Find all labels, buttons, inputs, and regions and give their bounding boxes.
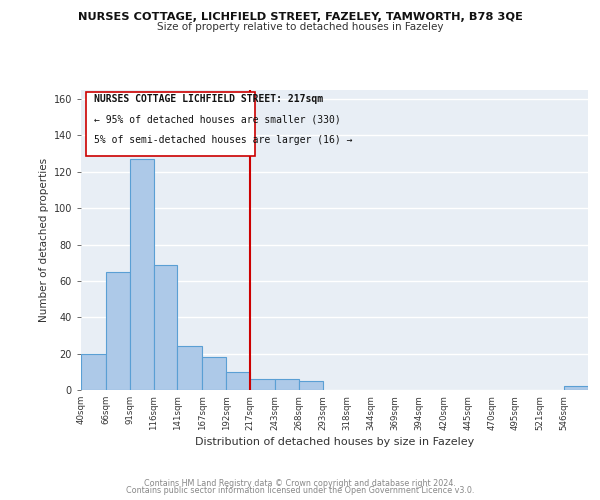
- Bar: [250, 379, 275, 390]
- Text: Size of property relative to detached houses in Fazeley: Size of property relative to detached ho…: [157, 22, 443, 32]
- Bar: [81, 354, 106, 390]
- Bar: [202, 358, 226, 390]
- Y-axis label: Number of detached properties: Number of detached properties: [40, 158, 49, 322]
- Text: Contains HM Land Registry data © Crown copyright and database right 2024.: Contains HM Land Registry data © Crown c…: [144, 478, 456, 488]
- Bar: [178, 346, 202, 390]
- Bar: [299, 381, 323, 390]
- Text: ← 95% of detached houses are smaller (330): ← 95% of detached houses are smaller (33…: [94, 115, 340, 125]
- Bar: [226, 372, 250, 390]
- Text: 5% of semi-detached houses are larger (16) →: 5% of semi-detached houses are larger (1…: [94, 136, 352, 145]
- Text: NURSES COTTAGE, LICHFIELD STREET, FAZELEY, TAMWORTH, B78 3QE: NURSES COTTAGE, LICHFIELD STREET, FAZELE…: [77, 12, 523, 22]
- X-axis label: Distribution of detached houses by size in Fazeley: Distribution of detached houses by size …: [195, 436, 474, 446]
- Bar: [130, 159, 154, 390]
- Bar: [564, 386, 588, 390]
- Text: NURSES COTTAGE LICHFIELD STREET: 217sqm: NURSES COTTAGE LICHFIELD STREET: 217sqm: [94, 94, 323, 104]
- Bar: [275, 379, 299, 390]
- Bar: [106, 272, 130, 390]
- FancyBboxPatch shape: [86, 92, 255, 156]
- Text: Contains public sector information licensed under the Open Government Licence v3: Contains public sector information licen…: [126, 486, 474, 495]
- Bar: [154, 264, 178, 390]
